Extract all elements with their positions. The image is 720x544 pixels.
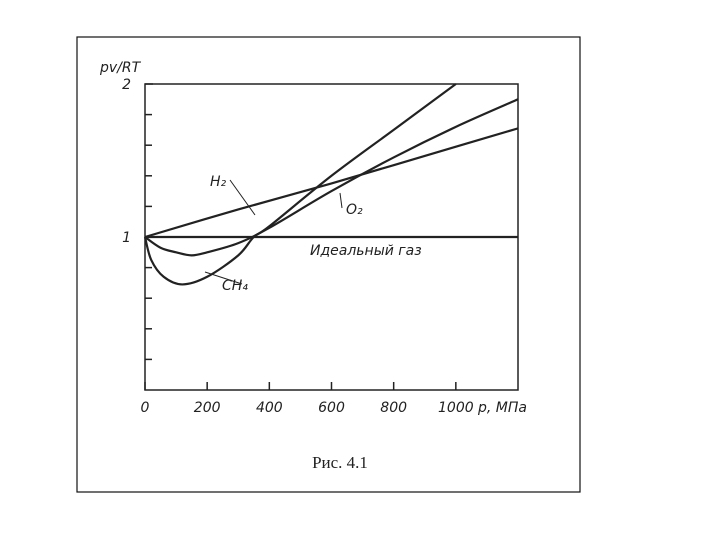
y-tick-label: 1 [122, 230, 131, 246]
x-tick-label: 200 [194, 400, 221, 416]
leader-line [204, 271, 243, 285]
series-label: Идеальный газ [310, 243, 422, 259]
frame [76, 36, 581, 493]
x-tick-label: 1000 [438, 400, 474, 416]
x-tick-label: 400 [256, 400, 283, 416]
x-tick-label: 600 [318, 400, 345, 416]
series-line [143, 83, 457, 286]
series-line [144, 127, 519, 239]
series-label: O₂ [346, 202, 363, 218]
leader-line [229, 179, 256, 216]
y-tick-label: 2 [122, 77, 131, 93]
series-label: H₂ [210, 174, 227, 190]
leader-line [339, 192, 343, 209]
y-axis-label: pv/RT [99, 60, 142, 76]
series-line [144, 98, 519, 257]
x-tick-label: 800 [380, 400, 407, 416]
x-tick-label: 0 [141, 400, 150, 416]
series-label: CH₄ [222, 278, 248, 294]
caption: Рис. 4.1 [312, 453, 368, 472]
x-axis-label: p, МПа [477, 400, 527, 416]
